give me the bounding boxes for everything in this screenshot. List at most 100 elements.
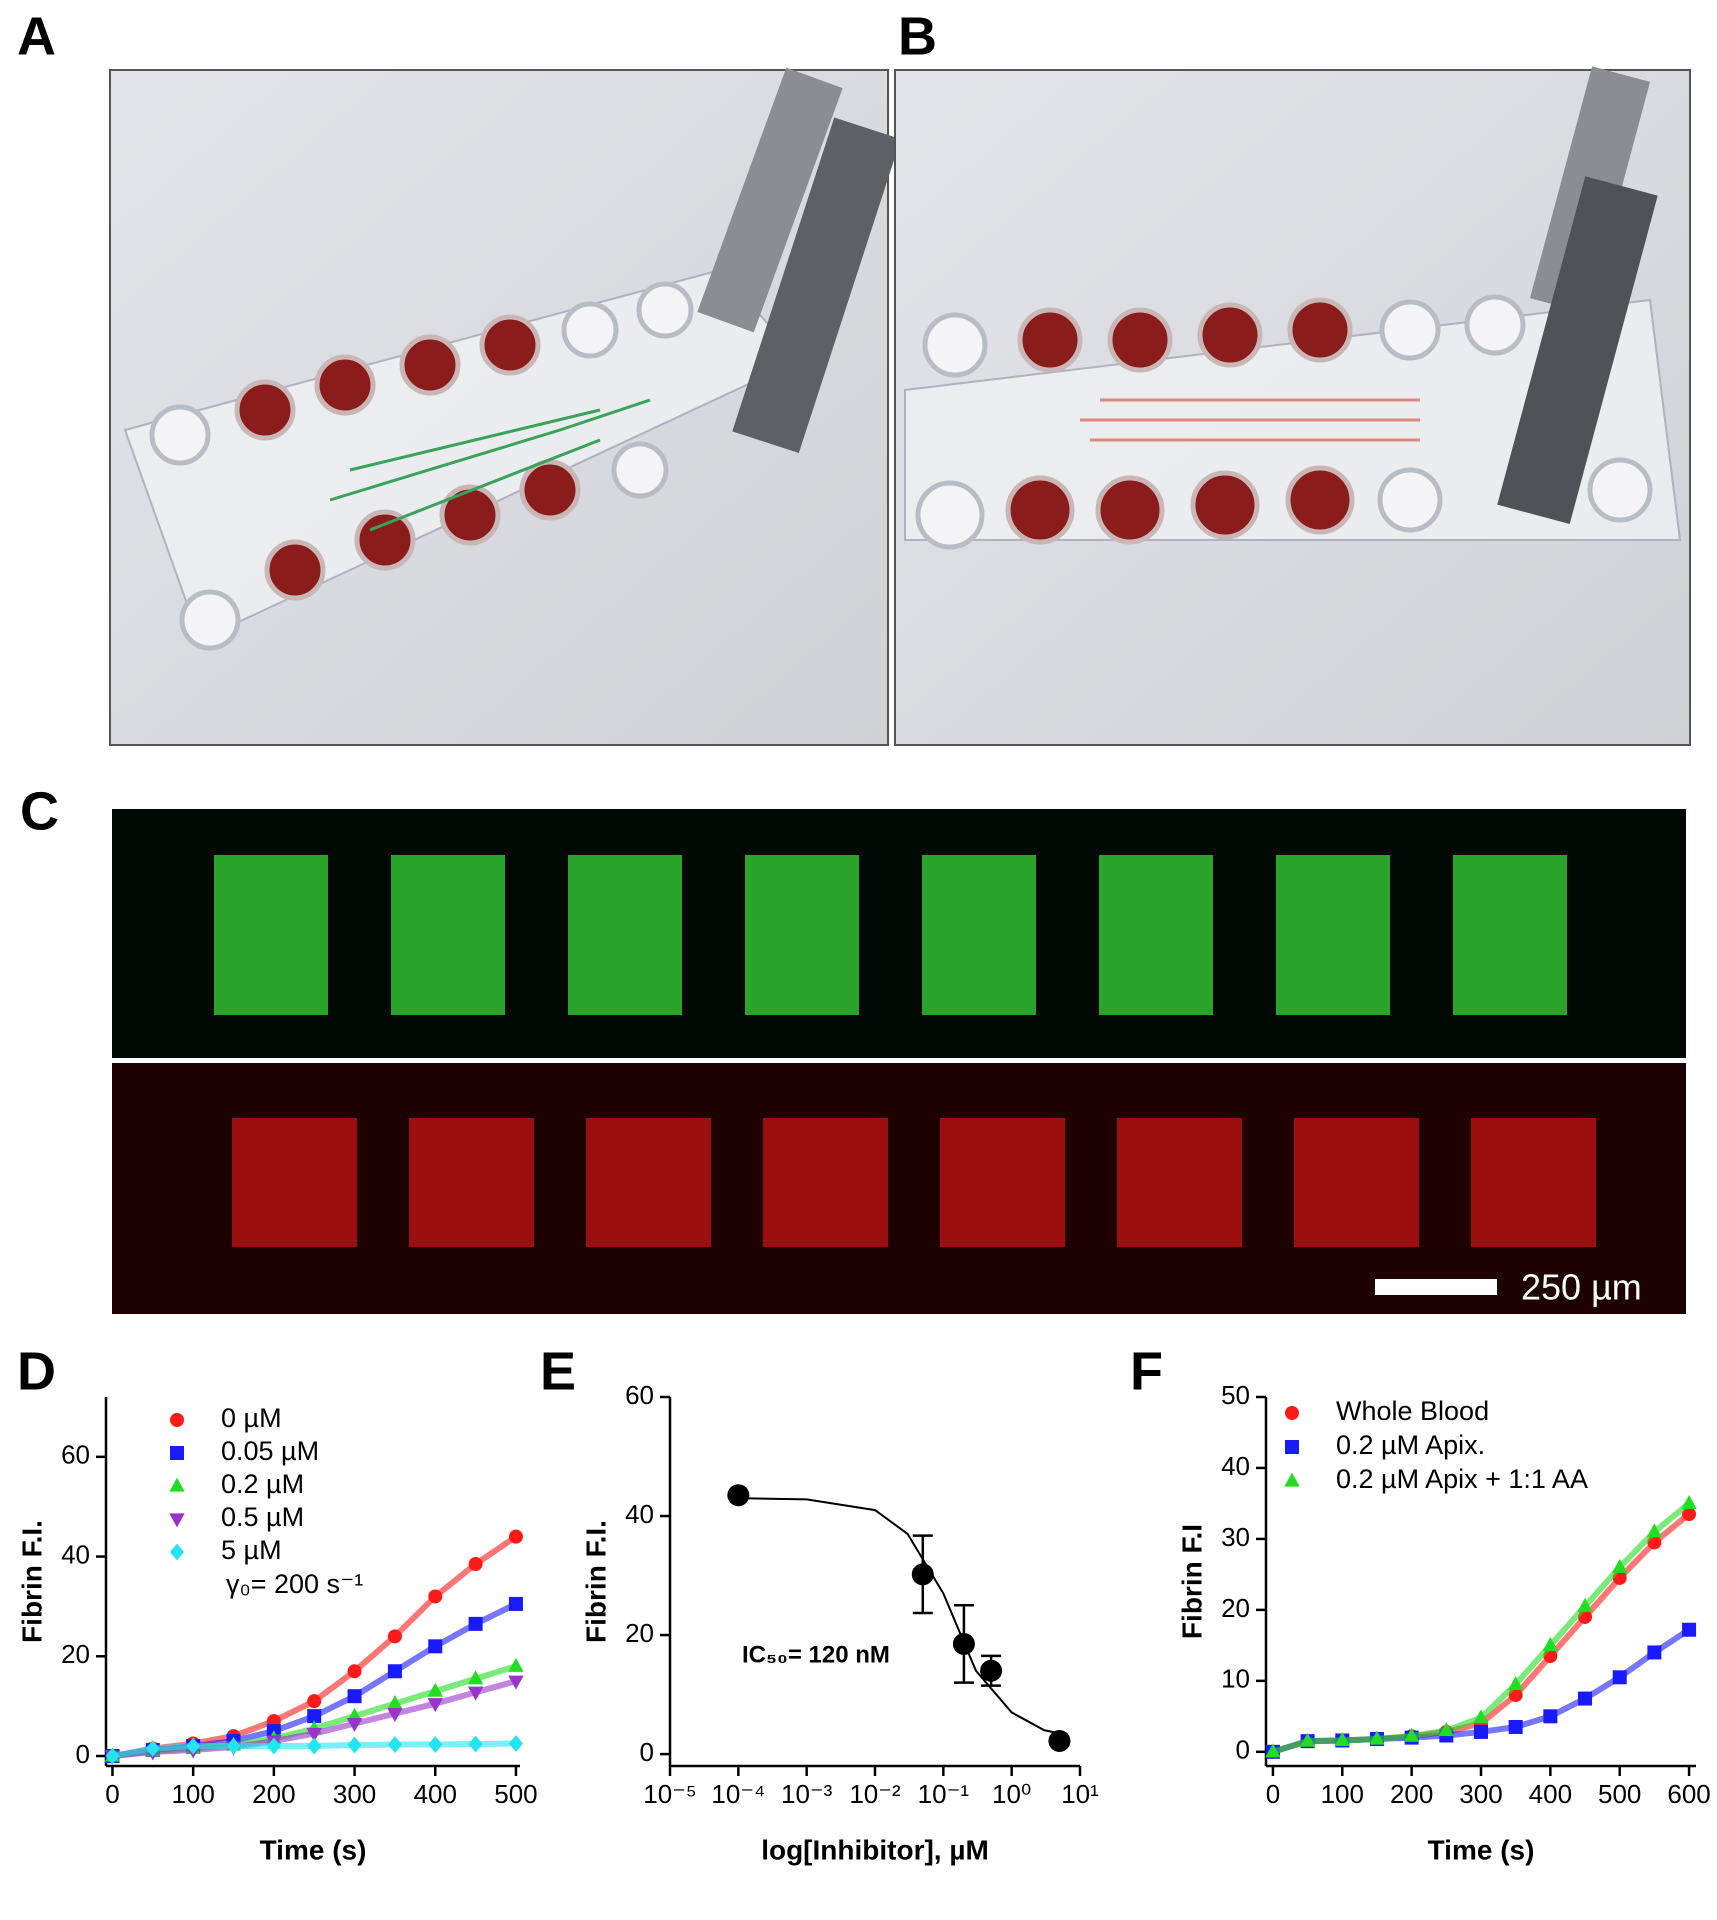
marker	[1542, 1636, 1559, 1651]
marker	[1646, 1523, 1663, 1538]
marker	[1508, 1719, 1523, 1734]
annotation: IC₅₀= 120 nM	[742, 1641, 890, 1668]
legend-marker	[169, 1513, 185, 1528]
marker	[428, 1736, 443, 1753]
x-tick-label: 300	[333, 1779, 376, 1809]
green-block	[1276, 855, 1390, 1015]
legend-marker	[169, 1477, 185, 1492]
x-tick-label: 10¹	[1061, 1779, 1099, 1809]
legend-label: Whole Blood	[1336, 1396, 1489, 1426]
marker	[508, 1529, 523, 1544]
x-tick-label: 10⁻¹	[918, 1779, 970, 1809]
y-tick-label: 20	[625, 1618, 654, 1648]
y-tick-label: 60	[625, 1380, 654, 1410]
x-tick-label: 500	[494, 1779, 537, 1809]
y-tick-label: 30	[1221, 1522, 1250, 1552]
legend-label: 0.2 µM	[221, 1469, 304, 1499]
marker	[266, 1737, 281, 1755]
x-tick-label: 300	[1459, 1779, 1502, 1809]
marker	[387, 1736, 402, 1753]
marker	[306, 1727, 322, 1742]
x-axis-title: log[Inhibitor], µM	[761, 1834, 989, 1865]
fit-curve	[738, 1497, 1060, 1735]
x-tick-label: 500	[1598, 1779, 1641, 1809]
y-tick-label: 40	[1221, 1451, 1250, 1481]
red-block	[586, 1118, 711, 1247]
marker	[1438, 1722, 1455, 1737]
marker	[1334, 1732, 1350, 1747]
red-block	[232, 1118, 357, 1247]
marker	[428, 1639, 443, 1654]
x-axis-title: Time (s)	[260, 1834, 367, 1865]
marker	[226, 1737, 241, 1755]
panel-label: E	[540, 1341, 576, 1401]
marker	[307, 1737, 322, 1755]
marker	[428, 1589, 443, 1604]
marker	[347, 1736, 362, 1754]
x-tick-label: 10⁻⁴	[711, 1779, 765, 1809]
x-tick-label: 100	[1321, 1779, 1364, 1809]
y-tick-label: 0	[640, 1737, 654, 1767]
y-axis-title: Fibrin F.I.	[16, 1520, 47, 1643]
marker	[105, 1747, 120, 1765]
marker	[387, 1629, 402, 1644]
green-block	[1453, 855, 1567, 1015]
red-block	[409, 1118, 534, 1247]
x-tick-label: 10⁻⁵	[643, 1779, 696, 1809]
marker	[508, 1735, 523, 1752]
annotation: γ₀= 200 s⁻¹	[226, 1569, 363, 1599]
y-tick-label: 40	[61, 1539, 90, 1569]
red-block	[1117, 1118, 1242, 1247]
x-tick-label: 100	[171, 1779, 214, 1809]
x-tick-label: 400	[1529, 1779, 1572, 1809]
panel-label: C	[20, 781, 59, 841]
green-block	[214, 855, 328, 1015]
panel-label: D	[17, 1341, 56, 1401]
marker	[1473, 1709, 1489, 1724]
point	[911, 1563, 934, 1586]
marker	[1403, 1727, 1420, 1742]
y-tick-label: 0	[1236, 1735, 1250, 1765]
point	[727, 1484, 750, 1507]
marker	[186, 1737, 201, 1755]
panel-label: B	[898, 6, 937, 66]
marker	[307, 1694, 322, 1709]
legend-marker	[170, 1413, 184, 1427]
legend-marker	[1284, 1472, 1300, 1487]
photo-b	[894, 66, 1691, 746]
y-tick-label: 60	[61, 1440, 90, 1470]
legend-label: 0.2 µM Apix + 1:1 AA	[1336, 1464, 1588, 1494]
marker	[307, 1709, 322, 1724]
legend-label: 5 µM	[221, 1535, 282, 1565]
x-tick-label: 0	[105, 1779, 119, 1809]
point	[980, 1659, 1003, 1682]
marker	[347, 1689, 362, 1704]
red-block	[1471, 1118, 1596, 1247]
y-tick-label: 20	[1221, 1593, 1250, 1623]
marker	[387, 1695, 403, 1710]
marker	[1507, 1675, 1524, 1690]
marker	[508, 1657, 524, 1672]
x-axis-title: Time (s)	[1428, 1834, 1535, 1865]
marker	[427, 1698, 443, 1713]
green-block	[568, 855, 682, 1015]
point	[952, 1632, 975, 1655]
marker	[1612, 1670, 1627, 1685]
legend-marker	[170, 1543, 184, 1561]
marker	[508, 1675, 524, 1690]
y-tick-label: 50	[1221, 1380, 1250, 1410]
green-block	[1099, 855, 1213, 1015]
marker	[1299, 1732, 1316, 1747]
marker	[1578, 1691, 1593, 1706]
x-tick-label: 10⁻²	[849, 1779, 901, 1809]
x-tick-label: 200	[252, 1779, 295, 1809]
green-block	[391, 855, 505, 1015]
legend-marker	[170, 1446, 184, 1460]
y-tick-label: 20	[61, 1639, 90, 1669]
red-block	[940, 1118, 1065, 1247]
red-block	[1294, 1118, 1419, 1247]
marker	[1647, 1645, 1662, 1660]
y-axis-title: Fibrin F.I.	[580, 1520, 611, 1643]
scale-bar-label: 250 µm	[1521, 1267, 1642, 1308]
